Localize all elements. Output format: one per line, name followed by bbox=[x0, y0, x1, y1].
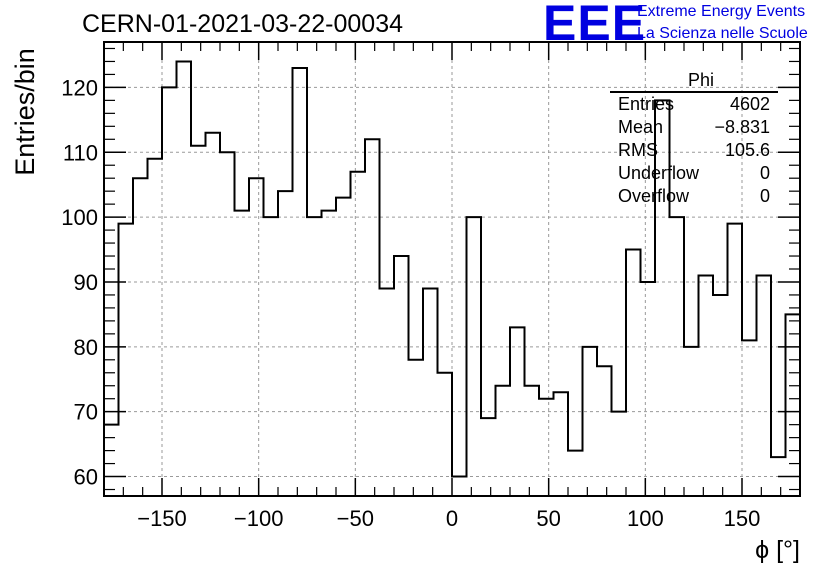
x-tick-label: −150 bbox=[137, 506, 187, 531]
stats-value: 0 bbox=[759, 186, 770, 206]
stats-label: Overflow bbox=[618, 186, 690, 206]
y-tick-label: 110 bbox=[63, 140, 98, 165]
x-tick-label: 50 bbox=[536, 506, 560, 531]
stats-value: −8.831 bbox=[714, 117, 770, 137]
stats-label: Entries bbox=[618, 94, 675, 114]
stats-row-entries: Entries 4602 bbox=[610, 93, 778, 116]
stats-row-underflow: Underflow 0 bbox=[610, 162, 778, 185]
x-tick-label: 150 bbox=[724, 506, 761, 531]
plot-frame bbox=[103, 41, 801, 497]
stats-label: Mean bbox=[618, 117, 664, 137]
axis-ticks bbox=[103, 42, 801, 496]
stats-label: RMS bbox=[618, 140, 658, 160]
stats-value: 4602 bbox=[729, 94, 770, 114]
y-tick-label: 100 bbox=[61, 205, 98, 230]
stats-label: Underflow bbox=[618, 163, 700, 183]
y-tick-label: 80 bbox=[74, 335, 98, 360]
org-name-line1: Extreme Energy Events bbox=[637, 3, 806, 20]
y-axis-label: Entries/bin bbox=[10, 48, 40, 176]
stats-value: 105.6 bbox=[724, 140, 770, 160]
org-name-line2: La Scienza nelle Scuole bbox=[637, 25, 808, 42]
stats-row-rms: RMS 105.6 bbox=[610, 139, 778, 162]
y-tick-label: 60 bbox=[74, 465, 98, 490]
eee-logo: EEE bbox=[543, 0, 647, 51]
y-tick-label: 90 bbox=[74, 270, 98, 295]
x-axis-label: ϕ [°] bbox=[755, 536, 800, 564]
stats-row-mean: Mean −8.831 bbox=[610, 116, 778, 139]
stats-title: Phi bbox=[610, 70, 778, 93]
tick-labels: −150 −100 −50 0 50 100 150 60 70 80 90 100 110 120 bbox=[61, 75, 760, 531]
x-tick-label: 100 bbox=[627, 506, 664, 531]
histogram-line bbox=[104, 60, 800, 478]
page-title: CERN-01-2021-03-22-00034 bbox=[82, 10, 404, 38]
y-tick-label: 120 bbox=[61, 75, 98, 100]
stats-box: Phi Entries 4602 Mean −8.831 RMS 105.6 U… bbox=[610, 70, 778, 208]
stats-row-overflow: Overflow 0 bbox=[610, 185, 778, 208]
x-tick-label: −50 bbox=[337, 506, 374, 531]
x-tick-label: −100 bbox=[234, 506, 284, 531]
x-tick-label: 0 bbox=[446, 506, 458, 531]
y-tick-label: 70 bbox=[74, 400, 98, 425]
stats-value: 0 bbox=[759, 163, 770, 183]
